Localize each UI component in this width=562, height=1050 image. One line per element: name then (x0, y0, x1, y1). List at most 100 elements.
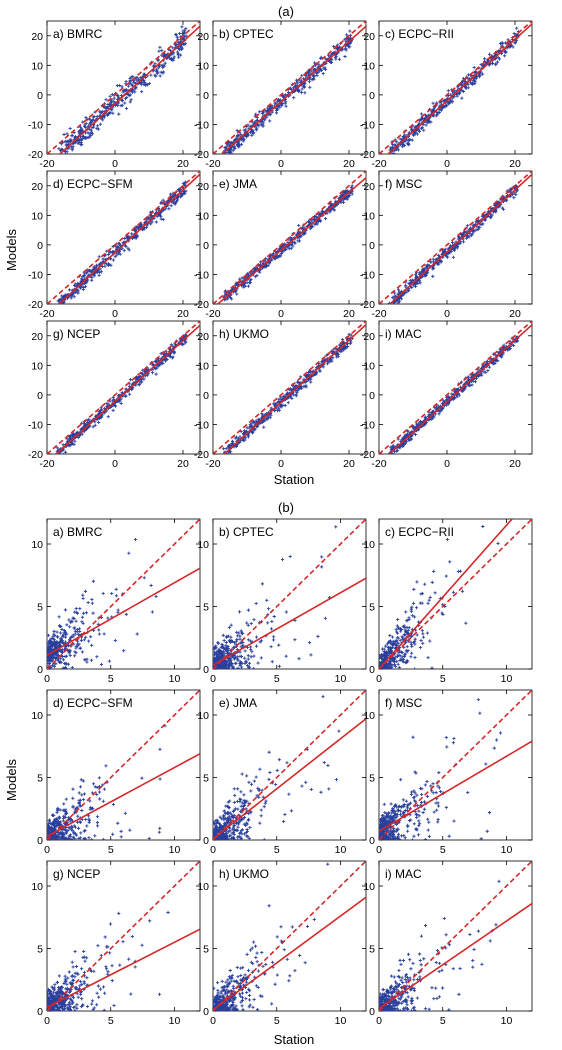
scatter-point (161, 71, 165, 75)
scatter-point (277, 643, 281, 647)
scatter-point (120, 99, 125, 103)
scatter-point (472, 78, 476, 83)
scatter-point (135, 632, 139, 636)
scatter-point (65, 132, 69, 136)
scatter-point (411, 425, 415, 429)
scatter-point (71, 633, 75, 637)
scatter-point (50, 653, 55, 657)
scatter-point (396, 288, 401, 292)
scatter-point (89, 658, 94, 662)
scatter-point (239, 654, 244, 659)
scatter-point (47, 648, 51, 652)
x-tick-label: 20 (343, 308, 355, 320)
identity-line (213, 171, 366, 304)
y-tick-label: 10 (197, 60, 209, 72)
scatter-point (56, 659, 60, 663)
y-tick-label: -10 (194, 419, 209, 431)
scatter-point (290, 387, 294, 392)
scatter-point (508, 187, 512, 191)
scatter-point (74, 619, 78, 623)
scatter-point (60, 654, 65, 659)
scatter-point (401, 142, 405, 146)
scatter-point (61, 641, 65, 645)
scatter-point (271, 638, 276, 642)
scatter-point (59, 302, 63, 304)
scatter-point (157, 49, 161, 53)
scatter-point (472, 65, 476, 70)
scatter-point (314, 71, 319, 75)
scatter-point (72, 626, 76, 630)
scatter-point (470, 82, 474, 86)
scatter-point (490, 61, 494, 65)
scatter-point (177, 41, 181, 45)
scatter-point (96, 127, 101, 131)
scatter-point (437, 110, 441, 115)
scatter-point (90, 601, 94, 605)
scatter-point (308, 85, 312, 89)
y-tick-label: 20 (363, 181, 375, 193)
scatter-point (320, 360, 324, 364)
scatter-point (216, 658, 220, 663)
scatter-point (154, 68, 159, 72)
scatter-point (110, 591, 114, 596)
scatter-point (411, 601, 416, 605)
scatter-point (230, 639, 235, 643)
scatter-point (61, 304, 64, 307)
identity-line (47, 519, 200, 669)
scatter-point (269, 406, 273, 410)
scatter-points (55, 333, 188, 454)
scatter-point (180, 31, 185, 36)
scatter-point (105, 262, 109, 266)
scatter-point (69, 296, 73, 300)
scatter-point (172, 55, 176, 59)
scatter-point (122, 649, 126, 653)
scatter-point (115, 93, 120, 98)
scatter-point (284, 654, 288, 658)
scatter-point (501, 41, 505, 45)
x-tick-label: 0 (112, 158, 118, 170)
scatter-point (254, 128, 258, 132)
scatter-point (67, 288, 72, 292)
scatter-point (480, 507, 483, 510)
scatter-point (410, 651, 414, 655)
scatter-point (159, 217, 163, 221)
scatter-point (107, 102, 112, 106)
scatter-point (223, 153, 225, 154)
scatter-point (258, 264, 262, 268)
scatter-point (259, 639, 264, 643)
x-tick-label: 20 (177, 458, 189, 470)
scatter-point (215, 655, 219, 660)
scatter-point (234, 289, 238, 293)
scatter-point (65, 662, 69, 666)
scatter-point (240, 640, 244, 644)
panel-title: h) UKMO (219, 327, 269, 341)
scatter-point (129, 82, 133, 86)
scatter-point (57, 147, 61, 151)
scatter-point (504, 50, 508, 54)
scatter-point (511, 45, 515, 49)
scatter-point (167, 207, 171, 211)
scatter-point (68, 625, 72, 629)
scatter-point (91, 611, 95, 615)
scatter-point (163, 202, 167, 207)
scatter-point (323, 616, 327, 620)
y-tick-label: 0 (203, 390, 209, 402)
x-tick-label: -20 (39, 458, 54, 470)
fit-line (55, 324, 200, 454)
scatter-point (455, 244, 459, 248)
fit-line (389, 173, 532, 304)
scatter-point (78, 125, 83, 129)
scatter-point (410, 605, 414, 609)
scatter-point (236, 133, 240, 137)
scatter-point (290, 396, 294, 400)
scatter-point (130, 232, 134, 236)
scatter-point (63, 450, 68, 454)
x-tick-label: -20 (371, 158, 386, 170)
scatter-point (469, 81, 473, 85)
scatter-point (408, 137, 412, 142)
scatter-point (171, 58, 175, 63)
scatter-point (339, 200, 343, 205)
scatter-point (410, 278, 415, 282)
